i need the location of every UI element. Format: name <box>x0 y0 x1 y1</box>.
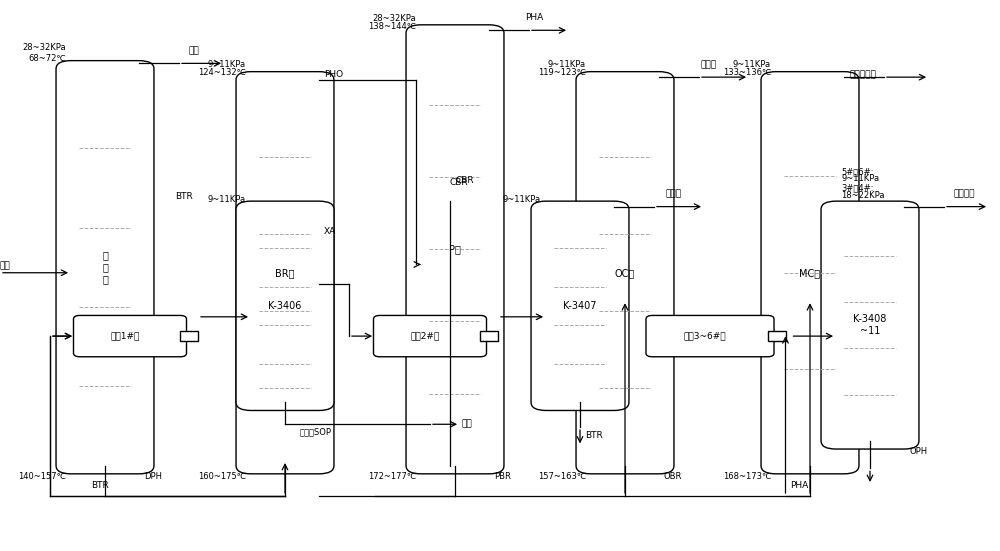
Text: 140~157℃: 140~157℃ <box>18 472 66 481</box>
Text: 9~11KPa: 9~11KPa <box>208 195 246 204</box>
Text: 二甲酚: 二甲酚 <box>666 190 682 198</box>
FancyBboxPatch shape <box>373 315 487 357</box>
Text: 168~173℃: 168~173℃ <box>723 472 771 481</box>
Text: 间甲酚一号: 间甲酚一号 <box>849 70 876 79</box>
Text: 18~22KPa: 18~22KPa <box>841 191 885 200</box>
FancyBboxPatch shape <box>646 315 774 357</box>
Text: K-3408
~11: K-3408 ~11 <box>853 314 887 336</box>
Text: 28~32KPa: 28~32KPa <box>22 44 66 52</box>
Text: MC塔: MC塔 <box>799 268 821 278</box>
Text: 160~175℃: 160~175℃ <box>198 472 246 481</box>
Text: 9~11KPa: 9~11KPa <box>503 195 541 204</box>
Text: 138~144℃: 138~144℃ <box>368 23 416 31</box>
Text: 5#、6#:: 5#、6#: <box>841 168 873 176</box>
Text: 9~11KPa: 9~11KPa <box>208 60 246 69</box>
FancyBboxPatch shape <box>236 201 334 410</box>
Text: 172~177℃: 172~177℃ <box>368 472 416 481</box>
Text: 间歇2#釜: 间歇2#釜 <box>410 332 440 341</box>
Text: CBR: CBR <box>450 179 469 187</box>
Text: 28~32KPa: 28~32KPa <box>372 14 416 23</box>
Text: OBR: OBR <box>664 472 682 481</box>
Text: BR塔: BR塔 <box>275 268 295 278</box>
Text: 9~11KPa: 9~11KPa <box>733 60 771 69</box>
Text: PHO: PHO <box>324 70 343 79</box>
Text: XA: XA <box>324 227 336 236</box>
Text: 间歇3~6#釜: 间歇3~6#釜 <box>684 332 726 341</box>
Bar <box>768 331 786 341</box>
Text: 124~132℃: 124~132℃ <box>198 68 246 77</box>
Text: CBR: CBR <box>455 176 474 185</box>
Text: 粗酚: 粗酚 <box>0 261 11 270</box>
Text: 157~163℃: 157~163℃ <box>538 472 586 481</box>
Text: 68~72℃: 68~72℃ <box>28 55 66 63</box>
Text: K-3406: K-3406 <box>268 301 302 311</box>
Text: 废水: 废水 <box>189 46 199 55</box>
Text: PHA: PHA <box>525 13 543 22</box>
Text: DPH: DPH <box>144 472 162 481</box>
Text: OPH: OPH <box>909 447 927 456</box>
FancyBboxPatch shape <box>531 201 629 410</box>
FancyBboxPatch shape <box>406 25 504 474</box>
FancyBboxPatch shape <box>761 72 859 474</box>
Text: OC塔: OC塔 <box>615 268 635 278</box>
Text: 9~11KPa: 9~11KPa <box>548 60 586 69</box>
FancyBboxPatch shape <box>236 72 334 474</box>
FancyBboxPatch shape <box>73 315 187 357</box>
Text: 间歇1#釜: 间歇1#釜 <box>110 332 140 341</box>
Text: BTR: BTR <box>585 431 603 440</box>
Text: 焦油苯SOP: 焦油苯SOP <box>300 427 332 436</box>
Text: BTR: BTR <box>175 192 193 201</box>
FancyBboxPatch shape <box>576 72 674 474</box>
Bar <box>480 331 498 341</box>
Text: PHA: PHA <box>790 482 809 490</box>
FancyBboxPatch shape <box>56 61 154 474</box>
Text: PBR: PBR <box>494 472 511 481</box>
Text: 3#、4#:: 3#、4#: <box>841 183 873 192</box>
Text: 9~11KPa: 9~11KPa <box>841 175 879 183</box>
Text: P塔: P塔 <box>449 244 461 255</box>
Text: 邻甲酚: 邻甲酚 <box>701 60 717 69</box>
Text: 133~136℃: 133~136℃ <box>723 68 771 77</box>
Text: BTR: BTR <box>91 482 109 490</box>
Text: 槽区: 槽区 <box>462 420 473 429</box>
FancyBboxPatch shape <box>821 201 919 449</box>
Text: K-3407: K-3407 <box>563 301 597 311</box>
Text: 脱
水
塔: 脱 水 塔 <box>102 251 108 284</box>
Bar <box>180 331 198 341</box>
Text: 119~123℃: 119~123℃ <box>538 68 586 77</box>
Text: 焦化苯酚: 焦化苯酚 <box>953 190 975 198</box>
